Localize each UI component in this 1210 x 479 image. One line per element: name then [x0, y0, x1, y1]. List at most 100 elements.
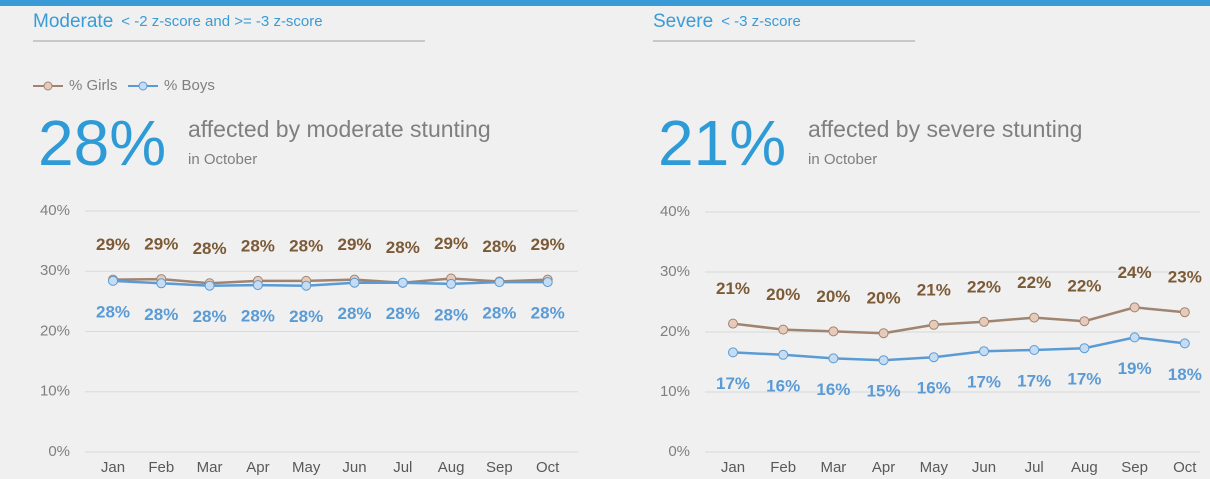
- data-point: [1129, 302, 1140, 313]
- data-point: [1179, 307, 1190, 318]
- y-tick-label: 30%: [40, 262, 70, 279]
- data-label: 29%: [531, 235, 565, 254]
- section-title: Moderate < -2 z-score and >= -3 z-score: [33, 11, 323, 32]
- x-tick-label: Mar: [197, 459, 223, 476]
- series-line: [732, 306, 1185, 335]
- data-point: [542, 277, 553, 288]
- data-point: [349, 277, 360, 288]
- y-tick-label: 20%: [660, 323, 690, 340]
- data-point: [728, 318, 738, 329]
- data-point: [204, 280, 215, 291]
- data-label: 28%: [289, 307, 323, 326]
- top-bar: [0, 0, 1210, 6]
- data-label: 28%: [386, 238, 420, 257]
- data-point: [108, 275, 118, 286]
- data-label: 22%: [1067, 277, 1101, 296]
- x-tick-label: Oct: [1173, 459, 1197, 476]
- y-tick-label: 10%: [660, 383, 690, 400]
- x-tick-label: Sep: [1121, 459, 1148, 476]
- data-label: 28%: [531, 304, 565, 323]
- data-label: 21%: [917, 280, 951, 299]
- criterion: < -3 z-score: [721, 13, 801, 30]
- x-tick-label: Jul: [393, 459, 412, 476]
- data-point: [928, 352, 939, 363]
- data-label: 29%: [434, 234, 468, 253]
- x-tick-label: Apr: [246, 459, 269, 476]
- data-point: [252, 280, 263, 291]
- x-tick-label: Mar: [820, 459, 846, 476]
- data-label: 28%: [434, 305, 468, 324]
- data-point: [494, 277, 505, 288]
- y-tick-label: 40%: [660, 203, 690, 220]
- data-point: [979, 316, 989, 327]
- y-tick-label: 30%: [660, 263, 690, 280]
- y-tick-label: 40%: [40, 202, 70, 219]
- x-tick-label: Feb: [770, 459, 796, 476]
- data-label: 29%: [144, 235, 178, 254]
- data-label: 16%: [766, 376, 800, 395]
- data-point: [1079, 316, 1090, 327]
- headline-subtext: in October: [808, 151, 877, 168]
- data-label: 28%: [482, 237, 516, 256]
- data-label: 28%: [386, 304, 420, 323]
- data-label: 28%: [96, 302, 130, 321]
- data-point: [928, 319, 939, 330]
- data-label: 24%: [1118, 263, 1152, 282]
- x-tick-label: Jul: [1025, 459, 1044, 476]
- x-tick-label: Feb: [148, 459, 174, 476]
- y-tick-label: 20%: [40, 322, 70, 339]
- data-label: 29%: [337, 235, 371, 254]
- data-label: 28%: [241, 236, 275, 255]
- data-label: 16%: [917, 379, 951, 398]
- x-tick-label: Jun: [972, 459, 996, 476]
- data-label: 20%: [816, 287, 850, 306]
- x-tick-label: Aug: [438, 459, 465, 476]
- data-label: 17%: [716, 374, 750, 393]
- data-point: [1079, 343, 1090, 354]
- criterion: < -2 z-score and >= -3 z-score: [121, 13, 322, 30]
- section-title: Severe < -3 z-score: [653, 11, 801, 32]
- data-point: [828, 326, 839, 337]
- data-point: [397, 277, 408, 288]
- data-point: [828, 353, 839, 364]
- data-point: [1029, 345, 1040, 355]
- data-label: 17%: [967, 373, 1001, 392]
- data-label: 28%: [241, 307, 275, 326]
- series-line: [112, 279, 548, 287]
- legend-marker: [43, 81, 53, 91]
- data-label: 28%: [289, 236, 323, 255]
- data-label: 16%: [816, 380, 850, 399]
- data-label: 28%: [193, 307, 227, 326]
- data-point: [778, 349, 789, 360]
- x-tick-label: Jun: [342, 459, 366, 476]
- data-point: [728, 347, 738, 358]
- data-point: [1179, 338, 1190, 349]
- data-point: [778, 324, 789, 335]
- data-point: [979, 346, 989, 357]
- x-tick-label: Aug: [1071, 459, 1098, 476]
- x-tick-label: Jan: [101, 459, 125, 476]
- data-label: 28%: [193, 239, 227, 258]
- data-point: [301, 280, 312, 291]
- data-label: 18%: [1168, 365, 1202, 384]
- y-tick-label: 0%: [48, 443, 70, 460]
- legend-label: % Girls: [69, 77, 117, 94]
- data-label: 22%: [967, 277, 1001, 296]
- legend-marker: [138, 81, 148, 91]
- data-label: 17%: [1017, 371, 1051, 390]
- y-tick-label: 10%: [40, 383, 70, 400]
- data-label: 29%: [96, 235, 130, 254]
- headline-text: affected by severe stunting: [808, 116, 1082, 142]
- x-tick-label: Jan: [721, 459, 745, 476]
- data-point: [878, 328, 889, 339]
- data-point: [1129, 332, 1140, 343]
- data-label: 21%: [716, 279, 750, 298]
- section-name: Moderate: [33, 11, 113, 32]
- x-tick-label: May: [292, 459, 321, 476]
- data-label: 28%: [144, 305, 178, 324]
- series-line: [112, 277, 548, 285]
- data-label: 20%: [867, 289, 901, 308]
- data-label: 22%: [1017, 273, 1051, 292]
- headline-text: affected by moderate stunting: [188, 116, 491, 142]
